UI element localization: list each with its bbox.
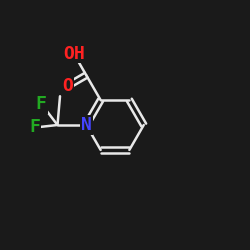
Text: O: O xyxy=(62,77,73,95)
Text: OH: OH xyxy=(63,44,85,62)
Text: F: F xyxy=(36,95,47,113)
Text: F: F xyxy=(30,118,40,136)
Text: N: N xyxy=(81,116,92,134)
